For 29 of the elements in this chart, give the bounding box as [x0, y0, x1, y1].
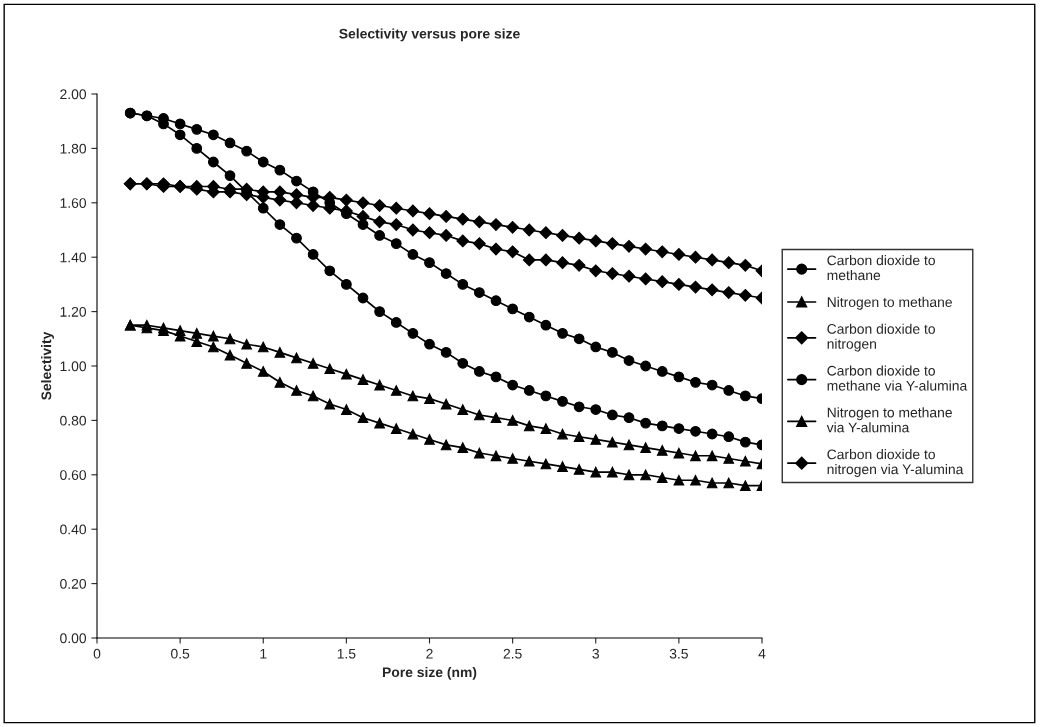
x-tick-label: 0.5	[171, 648, 190, 659]
x-tick-label: 4	[758, 648, 766, 659]
x-tick-label: 1.5	[337, 648, 356, 659]
x-tick-label: 1	[260, 648, 267, 659]
legend-label: Nitrogen to methane	[827, 296, 952, 310]
x-tick-label: 3	[592, 648, 599, 659]
y-tick-label: 0.60	[60, 470, 87, 480]
legend-label: Carbon dioxide to nitrogen	[827, 323, 935, 352]
y-tick-label: 2.00	[60, 89, 87, 100]
y-tick-label: 1.60	[60, 198, 87, 208]
x-axis-title: Pore size (nm)	[382, 666, 477, 680]
legend-label: Carbon dioxide to methane via Y-alumina	[827, 365, 968, 391]
x-tick-label: 0	[93, 648, 101, 659]
legend-label: Nitrogen to methane via Y-alumina	[826, 407, 952, 433]
y-tick-label: 0.80	[60, 415, 87, 426]
y-axis-title: Selectivity	[41, 331, 54, 400]
x-tick-label: 2.5	[503, 648, 522, 659]
legend-label: Carbon dioxide to nitrogen via Y-alumina	[827, 449, 964, 477]
y-tick-label: 0.20	[60, 578, 87, 589]
y-tick-label: 0.40	[60, 524, 87, 535]
legend-label: Carbon dioxide to methane	[827, 255, 935, 281]
y-tick-label: 1.20	[60, 306, 87, 317]
y-tick-label: 1.40	[60, 252, 87, 263]
chart-title: Selectivity versus pore size	[339, 28, 520, 42]
y-tick-label: 1.00	[60, 361, 87, 372]
y-tick-label: 1.80	[60, 143, 87, 154]
x-tick-label: 3.5	[669, 648, 688, 659]
y-tick-label: 0.00	[60, 633, 87, 644]
x-tick-label: 2	[426, 648, 433, 659]
